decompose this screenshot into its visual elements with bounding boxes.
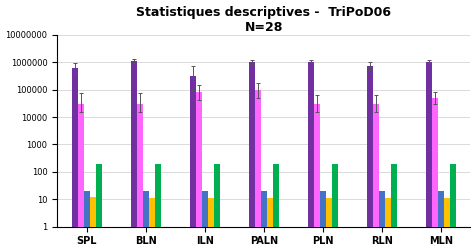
Bar (202, 191, 208, 252)
Bar (72, 68, 78, 252)
Title: Statistiques descriptives -  TriPoD06
N=28: Statistiques descriptives - TriPoD06 N=2… (136, 6, 391, 34)
Bar (78, 104, 84, 252)
Bar (214, 164, 219, 252)
Bar (308, 62, 314, 252)
Bar (332, 164, 337, 252)
Bar (326, 198, 332, 252)
Bar (444, 198, 450, 252)
Bar (267, 198, 273, 252)
Bar (90, 197, 96, 252)
Bar (367, 66, 373, 252)
Bar (137, 104, 143, 252)
Bar (208, 198, 214, 252)
Bar (391, 164, 397, 252)
Bar (131, 61, 137, 252)
Bar (149, 198, 155, 252)
Bar (432, 98, 438, 252)
Bar (450, 164, 456, 252)
Bar (385, 198, 391, 252)
Bar (373, 104, 379, 252)
Bar (190, 77, 196, 252)
Bar (196, 92, 202, 252)
Bar (320, 191, 326, 252)
Bar (379, 191, 385, 252)
Bar (426, 61, 432, 252)
Bar (155, 164, 160, 252)
Bar (273, 164, 278, 252)
Bar (255, 89, 261, 252)
Bar (96, 164, 101, 252)
Bar (314, 104, 320, 252)
Bar (84, 191, 90, 252)
Bar (261, 191, 267, 252)
Bar (249, 62, 255, 252)
Bar (438, 191, 444, 252)
Bar (143, 191, 149, 252)
